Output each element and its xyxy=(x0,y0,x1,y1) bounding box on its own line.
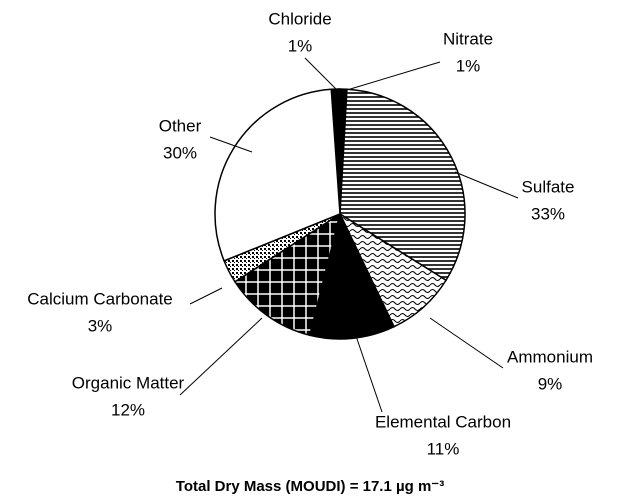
leader-line xyxy=(346,61,441,91)
leader-line xyxy=(429,317,504,369)
pie-slice xyxy=(233,212,342,337)
leader-line xyxy=(209,136,253,153)
slice-value-label: 1% xyxy=(288,36,313,55)
slice-label: Sulfate xyxy=(522,177,575,196)
slice-value-label: 9% xyxy=(538,374,563,393)
slice-label: Nitrate xyxy=(443,29,493,48)
leader-line xyxy=(179,317,263,396)
slice-value-label: 12% xyxy=(111,400,145,419)
slice-label: Organic Matter xyxy=(72,373,185,392)
slice-value-label: 3% xyxy=(88,316,113,335)
chart-title: Total Dry Mass (MOUDI) = 17.1 µg m⁻³ xyxy=(176,478,444,495)
leader-line xyxy=(355,335,383,413)
slice-label: Elemental Carbon xyxy=(375,412,511,431)
slice-value-label: 1% xyxy=(456,56,481,75)
leader-line xyxy=(454,171,519,199)
pie-slice xyxy=(308,211,396,340)
leader-line xyxy=(189,287,223,305)
slice-label: Calcium Carbonate xyxy=(27,289,173,308)
slice-value-label: 11% xyxy=(427,439,460,458)
slice-label: Other xyxy=(159,116,202,135)
leader-line xyxy=(304,57,338,91)
slice-label: Ammonium xyxy=(507,347,593,366)
slice-value-label: 33% xyxy=(531,204,565,223)
slice-label: Chloride xyxy=(268,9,331,28)
pie-slice xyxy=(214,88,341,262)
slice-value-label: 30% xyxy=(163,143,197,162)
pie-slice xyxy=(339,88,466,282)
